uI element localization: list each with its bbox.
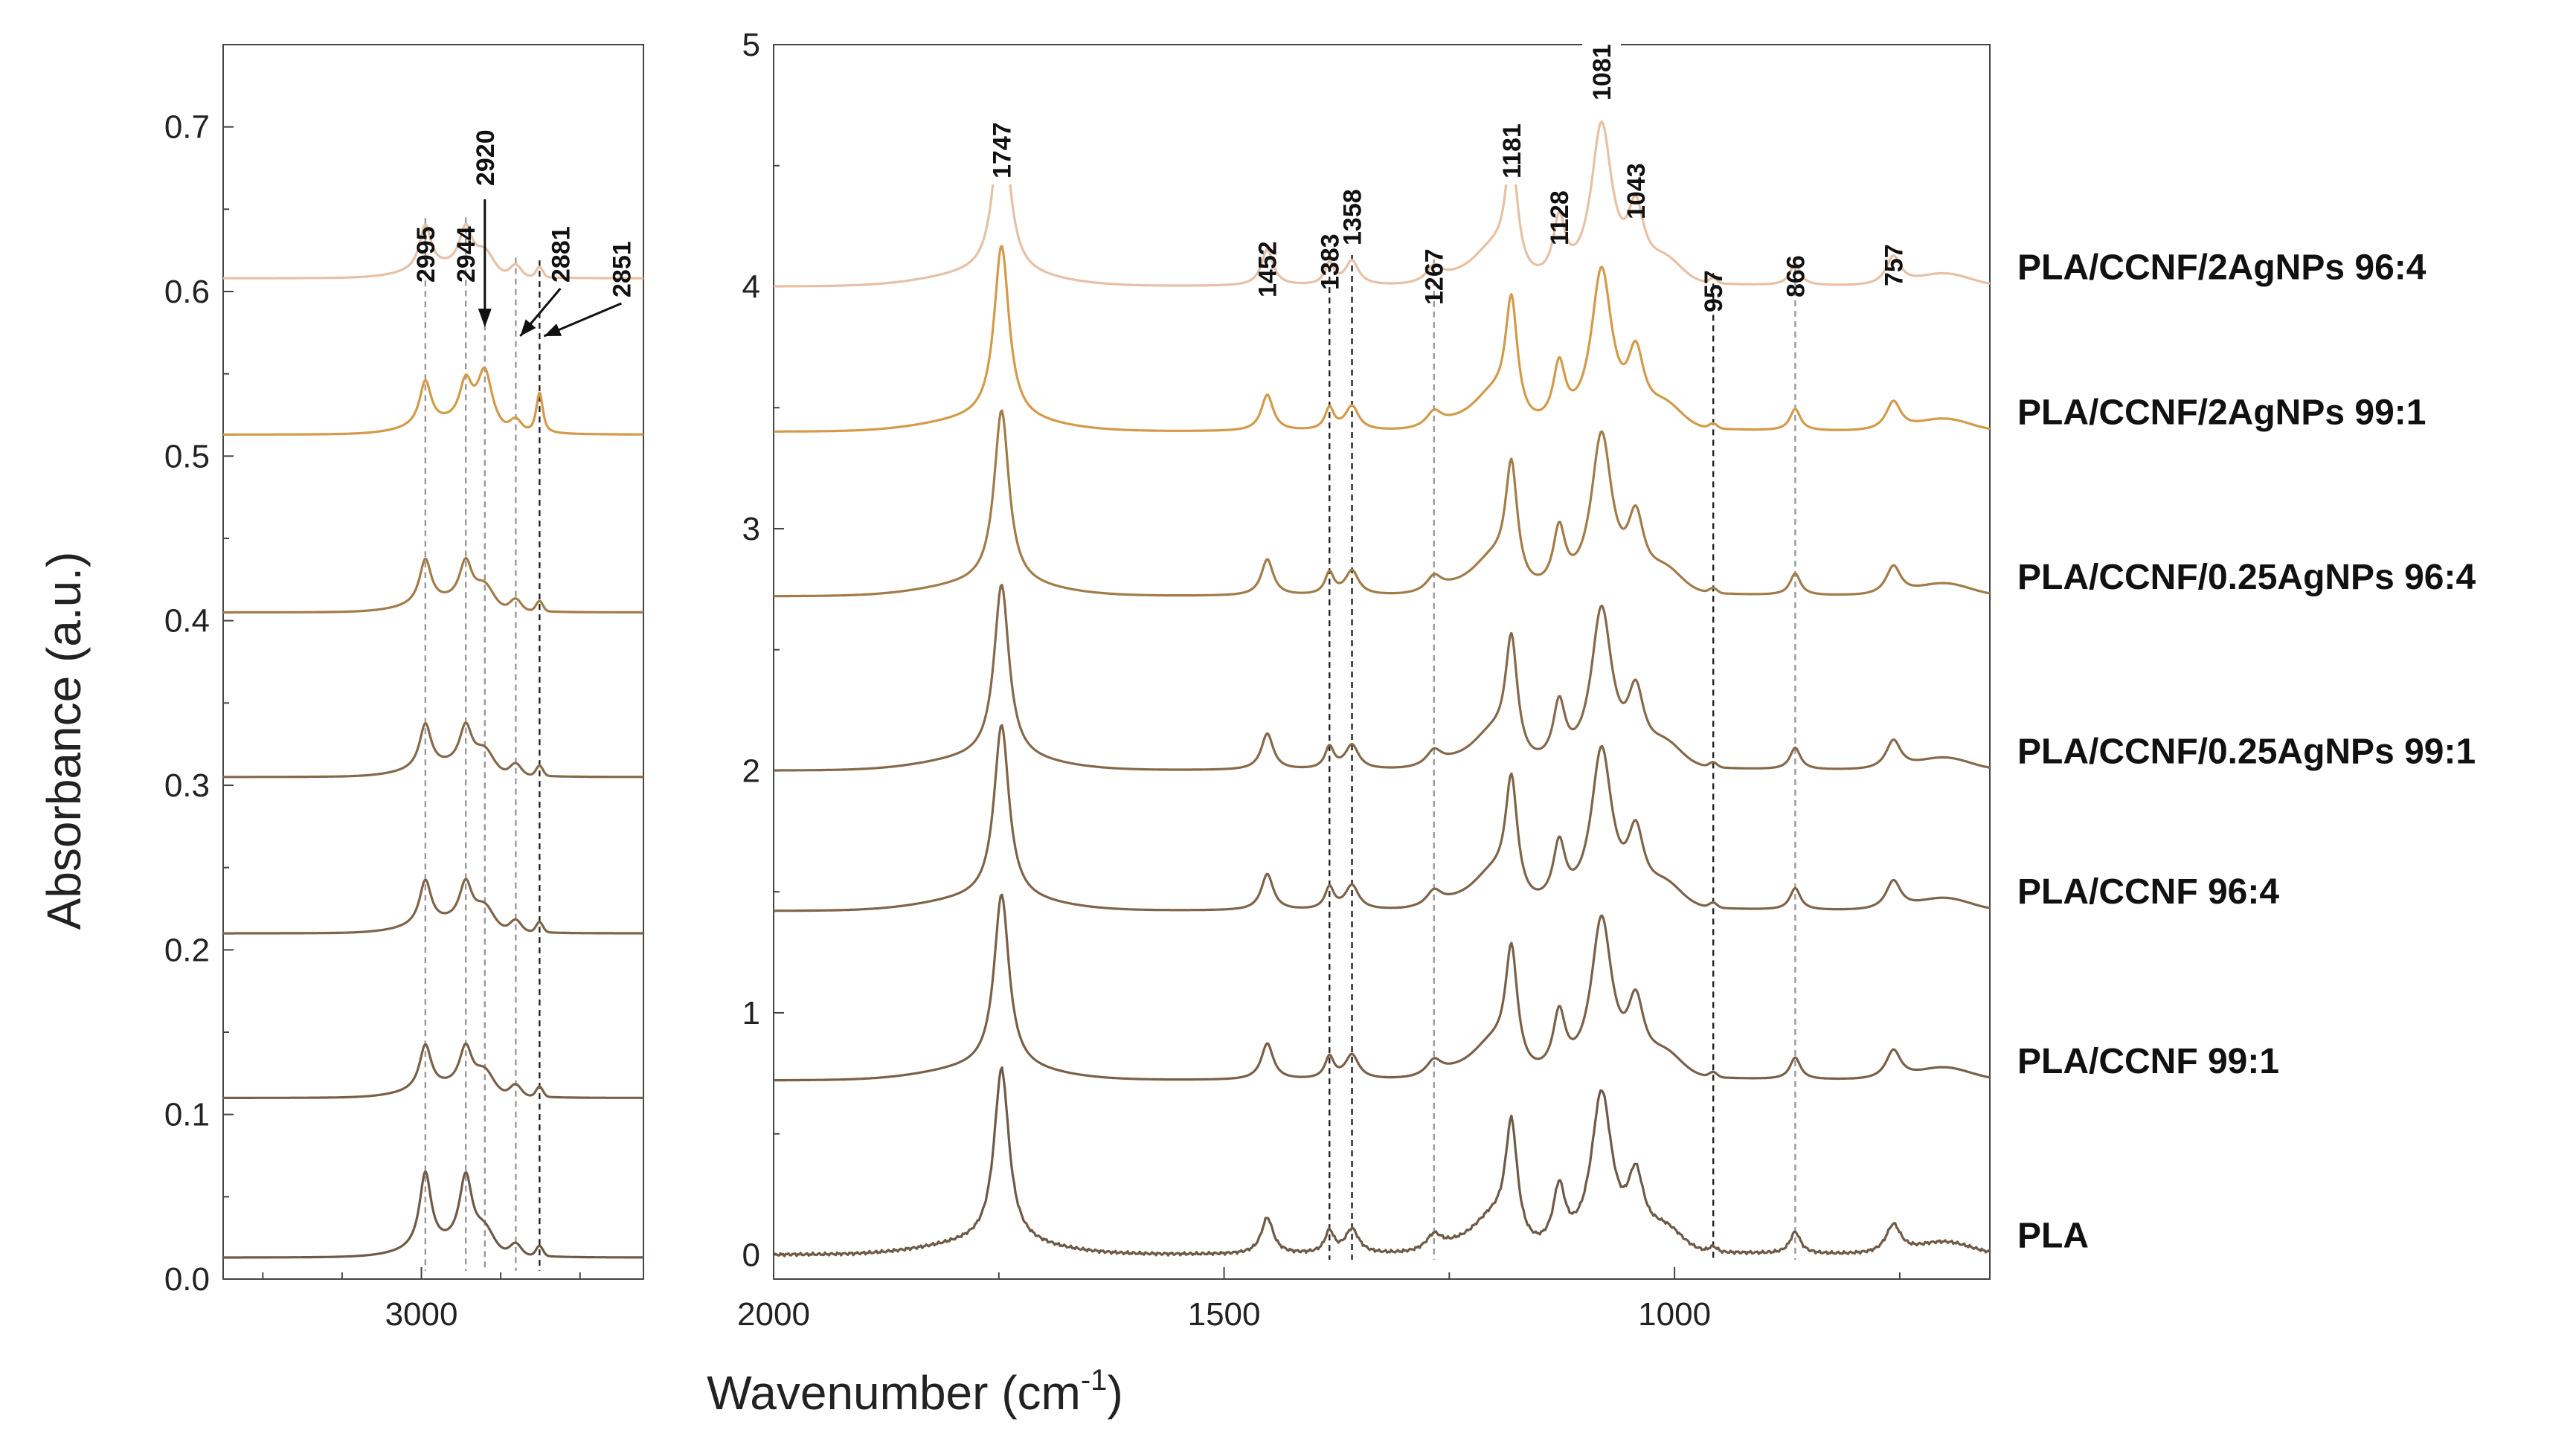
right-series-pla-ccnf-0-25agnps-99-1 — [774, 583, 1991, 772]
right-series-pla-ccnf-2agnps-96-4 — [774, 100, 1991, 288]
legend-label-pla-ccnf-0-25agnps-99-1: PLA/CCNF/0.25AgNPs 99:1 — [2017, 732, 2476, 771]
left-x-tick-label: 3000 — [385, 1296, 458, 1333]
right-x-tick-label: 1500 — [1188, 1296, 1261, 1333]
left-peak-arrowhead-2851 — [544, 323, 562, 336]
right-peak-label-bg-1081 — [1582, 19, 1622, 106]
right-x-tick-label: 1000 — [1638, 1296, 1711, 1333]
legend-label-pla-ccnf-99-1: PLA/CCNF 99:1 — [2017, 1042, 2279, 1081]
right-peak-label-957: 957 — [1700, 270, 1728, 312]
right-peak-label-1452: 1452 — [1254, 241, 1282, 297]
x-axis-title-superscript: -1 — [1081, 1364, 1108, 1397]
right-series-pla-ccnf-96-4 — [774, 724, 1991, 912]
left-series-pla-ccnf-0-25agnps-99-1 — [222, 721, 645, 779]
x-axis-title-close: ) — [1107, 1366, 1122, 1420]
right-series-pla-ccnf-99-1 — [774, 893, 1991, 1082]
left-y-tick-label: 0.4 — [164, 603, 210, 640]
right-y-tick-label: 5 — [742, 27, 760, 63]
right-x-tick-label: 2000 — [737, 1296, 810, 1333]
right-peak-label-1081: 1081 — [1588, 44, 1616, 100]
left-peak-arrowhead-2881 — [520, 319, 536, 336]
right-peak-label-757: 757 — [1880, 244, 1908, 286]
left-peak-label-2944: 2944 — [452, 226, 481, 283]
right-peak-label-866: 866 — [1782, 255, 1810, 297]
left-peak-label-2995: 2995 — [412, 226, 440, 283]
legend: PLA PLA/CCNF 99:1 PLA/CCNF 96:4 PLA/CCNF/0.… — [2017, 248, 2476, 1255]
right-y-tick-label: 2 — [742, 753, 760, 789]
right-series-pla-ccnf-0-25agnps-96-4 — [774, 409, 1991, 598]
left-frame — [222, 44, 644, 1280]
left-series-pla — [222, 1170, 645, 1259]
left-peak-arrowhead-2920 — [478, 309, 492, 327]
y-axis-title: Absorbance (a.u.) — [37, 552, 91, 930]
right-peak-label-1043: 1043 — [1622, 163, 1651, 219]
right-frame — [773, 44, 1991, 1280]
right-series-pla — [773, 1066, 1991, 1258]
right-y-tick-label: 3 — [742, 511, 760, 547]
left-peak-label-2881: 2881 — [547, 226, 575, 283]
right-y-tick-label: 4 — [742, 268, 760, 305]
left-series-pla-ccnf-2agnps-96-4 — [222, 222, 645, 280]
left-series-pla-ccnf-2agnps-99-1 — [222, 366, 645, 437]
legend-label-pla: PLA — [2017, 1216, 2089, 1255]
right-series-pla-ccnf-2agnps-99-1 — [774, 245, 1991, 433]
right-peak-label-1181: 1181 — [1498, 123, 1526, 178]
left-y-tick-label: 0.0 — [164, 1261, 210, 1298]
left-y-tick-label: 0.2 — [164, 932, 210, 968]
x-axis-title: Wavenumber (cm-1) — [707, 1364, 1123, 1420]
right-peak-label-1383: 1383 — [1316, 234, 1344, 290]
left-series-pla-ccnf-0-25agnps-96-4 — [222, 556, 645, 614]
right-peak-label-1358: 1358 — [1339, 189, 1367, 245]
left-y-tick-label: 0.6 — [164, 274, 210, 310]
legend-label-pla-ccnf-2agnps-96-4: PLA/CCNF/2AgNPs 96:4 — [2017, 248, 2426, 287]
legend-label-pla-ccnf-0-25agnps-96-4: PLA/CCNF/0.25AgNPs 96:4 — [2017, 558, 2476, 597]
right-peak-label-bg-1747 — [982, 97, 1021, 184]
right-peak-label-1747: 1747 — [988, 122, 1016, 178]
right-peak-label-1267: 1267 — [1421, 248, 1449, 305]
right-y-tick-label: 1 — [742, 995, 760, 1031]
right-y-tick-label: 0 — [742, 1237, 760, 1273]
right-peak-label-1128: 1128 — [1546, 190, 1574, 245]
legend-label-pla-ccnf-2agnps-99-1: PLA/CCNF/2AgNPs 99:1 — [2017, 393, 2426, 433]
left-y-tick-label: 0.3 — [164, 767, 210, 804]
left-peak-label-2851: 2851 — [608, 241, 636, 297]
left-panel: 0.0 0.1 0.2 0.3 0.4 0.5 0.6 0.7 3000 2995 2944 2920… — [164, 44, 645, 1333]
left-y-tick-label: 0.5 — [164, 438, 210, 474]
legend-label-pla-ccnf-96-4: PLA/CCNF 96:4 — [2017, 872, 2279, 912]
right-peak-label-bg-1181 — [1491, 97, 1531, 184]
left-series-pla-ccnf-96-4 — [222, 877, 645, 935]
left-y-tick-label: 0.1 — [164, 1097, 210, 1133]
left-peak-label-2920: 2920 — [472, 129, 500, 186]
left-series-pla-ccnf-99-1 — [222, 1042, 645, 1100]
left-peak-label-bg-2920 — [465, 104, 504, 195]
x-axis-title-main: Wavenumber (cm — [707, 1366, 1081, 1420]
left-y-tick-label: 0.7 — [164, 109, 210, 146]
